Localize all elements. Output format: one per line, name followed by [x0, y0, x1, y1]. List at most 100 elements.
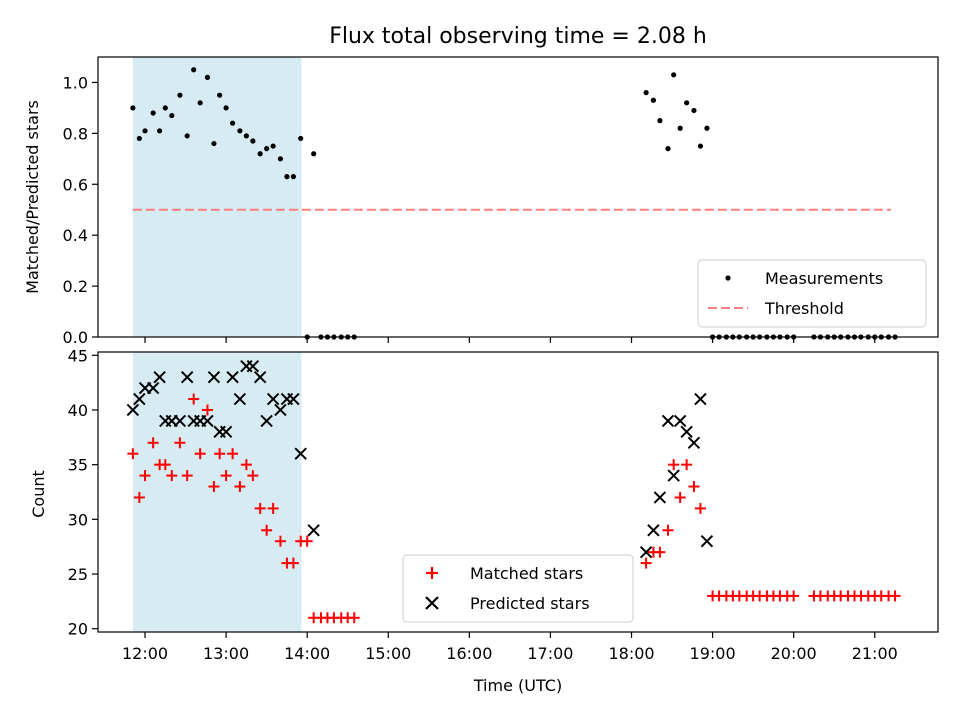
y-tick-label: 25	[68, 565, 88, 584]
top-axes-frame	[97, 56, 939, 338]
y-tick-label: 0.0	[63, 328, 88, 347]
x-tick-label: 15:00	[365, 644, 411, 663]
predicted-star-marker	[673, 414, 687, 428]
legend-measurements-label: Measurements	[765, 269, 883, 288]
predicted-star-marker	[667, 469, 680, 482]
measurement-point	[136, 135, 142, 142]
predicted-star-marker	[294, 447, 307, 460]
matched-star-marker	[133, 491, 145, 503]
measurement-point	[684, 100, 690, 106]
measurement-point	[229, 120, 236, 126]
legend-predicted-marker	[425, 596, 439, 610]
predicted-star-marker	[680, 425, 693, 439]
matched-star-marker	[127, 448, 139, 460]
x-tick-label: 21:00	[852, 644, 898, 663]
y-tick-label: 20	[68, 620, 88, 639]
y-tick-label: 45	[68, 346, 88, 365]
measurement-point	[184, 133, 190, 139]
predicted-star-marker	[207, 370, 221, 384]
predicted-stars-points	[126, 360, 714, 559]
matched-star-marker	[181, 470, 193, 482]
measurement-point	[257, 151, 263, 157]
predicted-star-marker	[126, 403, 140, 417]
measurement-point	[277, 156, 284, 162]
matched-star-marker	[240, 459, 252, 471]
matched-star-marker	[694, 502, 706, 514]
predicted-star-marker	[260, 414, 273, 428]
measurement-point	[671, 72, 677, 78]
legend-threshold-label: Threshold	[764, 299, 844, 318]
measurement-point	[657, 118, 663, 124]
predicted-star-marker	[153, 370, 166, 384]
bottom-legend-box	[402, 554, 634, 623]
measurement-point	[704, 125, 710, 131]
measurement-point	[197, 100, 203, 106]
y-tick-label: 40	[68, 401, 88, 420]
matched-star-marker	[234, 481, 246, 493]
measurement-point	[243, 133, 249, 139]
x-tick-label: 19:00	[690, 644, 736, 663]
matched-star-marker	[159, 459, 171, 471]
predicted-star-marker	[233, 392, 247, 406]
x-tick-label: 12:00	[122, 644, 168, 663]
bottom-y-ticks: 20 25 30 35 40 45	[68, 346, 98, 639]
x-axis-label: Time (UTC)	[473, 676, 562, 695]
predicted-star-marker	[694, 392, 707, 406]
x-tick-label: 20:00	[771, 644, 817, 663]
measurement-point	[250, 138, 256, 144]
predicted-star-marker	[287, 392, 300, 406]
matched-stars-points	[127, 393, 901, 624]
matched-star-marker	[640, 557, 652, 569]
matched-star-marker	[654, 546, 666, 558]
measurement-point	[204, 74, 211, 80]
matched-star-marker	[668, 459, 680, 471]
predicted-star-marker	[661, 414, 675, 428]
predicted-star-marker	[653, 491, 667, 504]
measurement-point	[142, 128, 148, 134]
measurement-point	[650, 97, 657, 103]
y-tick-label: 1.0	[63, 73, 88, 92]
predicted-star-marker	[226, 370, 239, 384]
measurement-point	[290, 174, 297, 180]
predicted-star-marker	[266, 392, 280, 406]
y-tick-label: 0.8	[63, 124, 88, 143]
matched-star-marker	[214, 448, 226, 460]
chart-title: Flux total observing time = 2.08 h	[329, 24, 707, 49]
bottom-y-axis-label: Count	[29, 470, 48, 518]
matched-star-marker	[301, 535, 313, 547]
matched-star-marker	[274, 535, 286, 547]
predicted-star-marker	[146, 381, 160, 395]
measurement-point	[169, 112, 175, 119]
predicted-star-marker	[639, 545, 653, 559]
matched-star-marker	[139, 470, 151, 482]
measurement-point	[697, 143, 704, 149]
predicted-star-marker	[274, 403, 287, 417]
matched-star-marker	[674, 491, 686, 503]
top-y-ticks: 0.0 0.2 0.4 0.6 0.8 1.0	[63, 73, 98, 347]
predicted-star-marker	[687, 436, 701, 449]
matched-star-marker	[201, 404, 213, 416]
predicted-star-marker	[246, 360, 260, 373]
legend-matched-marker	[426, 567, 438, 579]
matched-star-marker	[208, 481, 220, 493]
matched-star-marker	[788, 590, 800, 602]
measurement-point	[270, 143, 276, 149]
top-legend-box	[697, 259, 927, 328]
y-tick-label: 0.4	[63, 226, 88, 245]
matched-star-marker	[267, 502, 279, 514]
x-tick-label: 14:00	[284, 644, 330, 663]
top-legend: Measurements Threshold	[697, 259, 927, 328]
measurement-point	[191, 67, 197, 73]
x-tick-label: 16:00	[446, 644, 492, 663]
measurement-point	[237, 128, 243, 134]
measurement-point	[665, 146, 671, 152]
matched-star-marker	[247, 470, 259, 482]
measurement-point	[211, 140, 217, 147]
measurement-point	[217, 92, 223, 98]
predicted-star-marker	[133, 392, 146, 406]
predicted-star-marker	[180, 370, 194, 384]
predicted-star-marker	[253, 370, 267, 384]
legend-predicted-label: Predicted stars	[470, 594, 590, 613]
matched-star-marker	[261, 524, 273, 536]
